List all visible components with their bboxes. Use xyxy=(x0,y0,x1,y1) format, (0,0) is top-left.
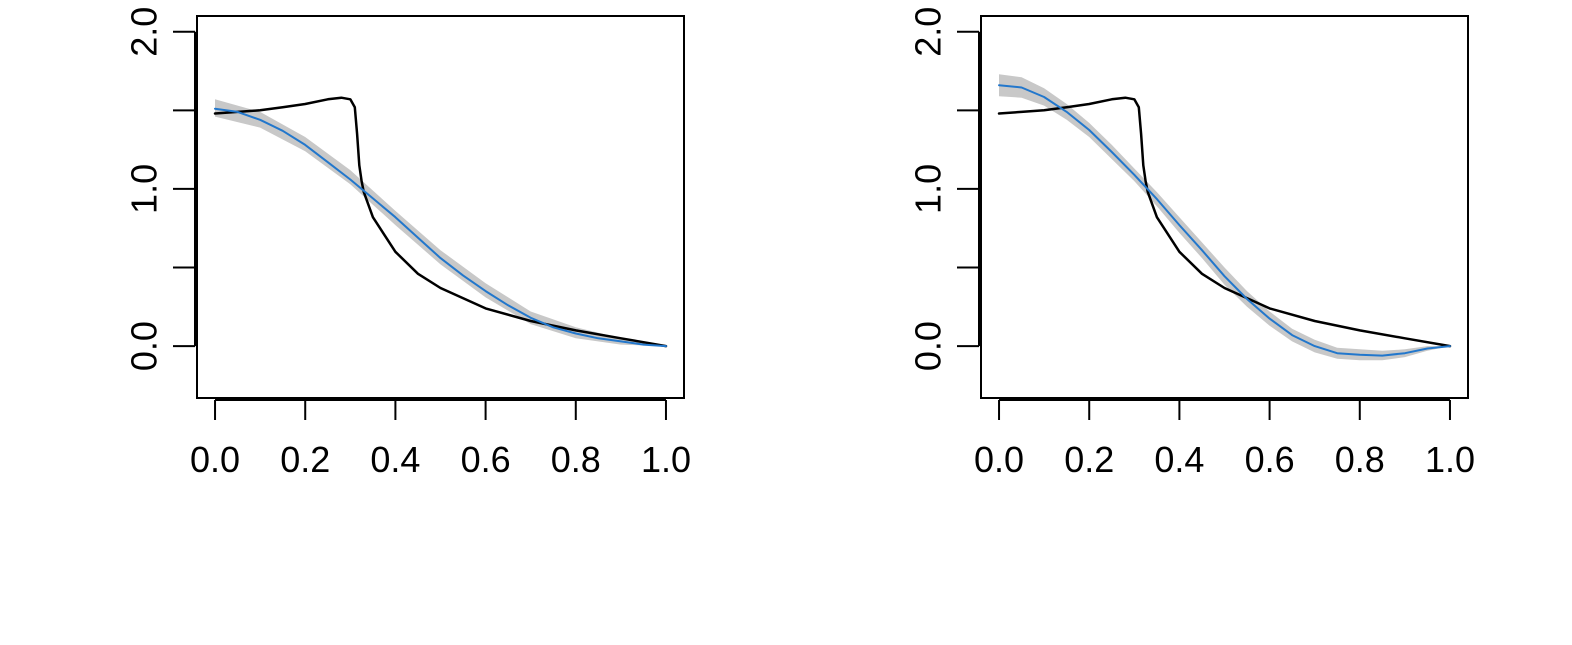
y-tick-label: 2.0 xyxy=(124,7,165,57)
plot-frame xyxy=(196,15,685,399)
y-tick-label: 1.0 xyxy=(124,164,165,214)
x-tick-label: 0.8 xyxy=(1335,439,1385,480)
confidence-band xyxy=(999,74,1450,361)
x-tick-label: 1.0 xyxy=(1425,439,1475,480)
true-curve-line xyxy=(213,96,668,348)
x-tick-label: 0.6 xyxy=(1245,439,1295,480)
y-tick-label: 0.0 xyxy=(908,321,949,371)
chart-panel-2: 0.0 0.2 0.4 0.6 0.8 1.0 0.0 1.0 2.0 xyxy=(908,7,1475,480)
y-tick-label: 2.0 xyxy=(908,7,949,57)
x-tick-label: 0.2 xyxy=(1064,439,1114,480)
chart-panel-1: 0.0 0.2 0.4 0.6 0.8 1.0 0.0 1.0 2.0 xyxy=(124,7,691,480)
estimate-curve-line xyxy=(998,84,1451,357)
x-tick-label: 1.0 xyxy=(641,439,691,480)
y-tick-label: 1.0 xyxy=(908,164,949,214)
x-tick-label: 0.0 xyxy=(190,439,240,480)
x-tick-label: 0.0 xyxy=(974,439,1024,480)
confidence-band xyxy=(215,99,666,347)
y-tick-label: 0.0 xyxy=(124,321,165,371)
x-tick-label: 0.8 xyxy=(551,439,601,480)
x-tick-label: 0.4 xyxy=(1154,439,1204,480)
true-curve-line xyxy=(997,96,1452,348)
x-tick-label: 0.6 xyxy=(461,439,511,480)
estimate-curve-line xyxy=(214,107,667,348)
x-tick-label: 0.4 xyxy=(370,439,420,480)
x-tick-label: 0.2 xyxy=(280,439,330,480)
plot-frame xyxy=(980,15,1469,399)
